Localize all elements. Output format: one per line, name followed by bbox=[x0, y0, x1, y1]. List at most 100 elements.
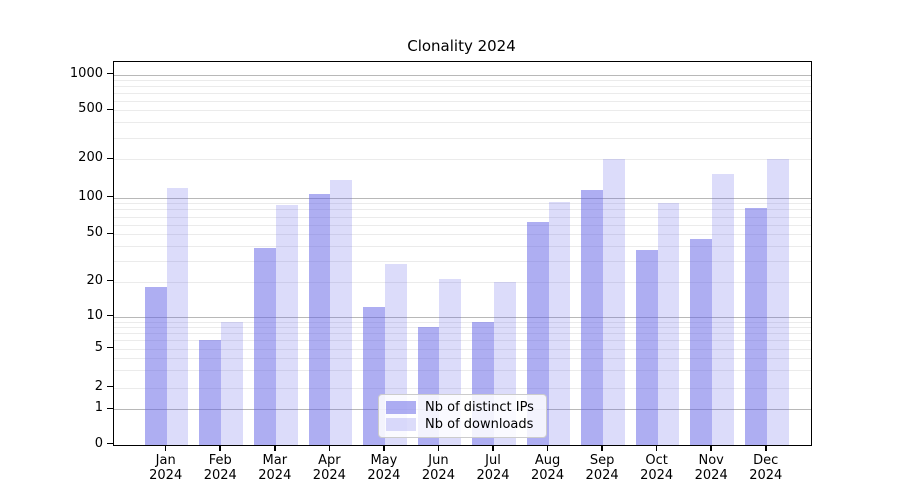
plot-area bbox=[113, 61, 812, 446]
minor-gridline bbox=[114, 137, 811, 139]
y-axis-tick bbox=[107, 232, 113, 235]
minor-gridline bbox=[114, 203, 811, 205]
x-axis-tick-label-year: 2024 bbox=[258, 468, 292, 483]
legend-item-downloads: Nb of downloads bbox=[386, 416, 538, 433]
bar-downloads bbox=[766, 159, 789, 445]
x-axis-tick bbox=[274, 445, 276, 451]
minor-gridline bbox=[114, 321, 811, 323]
major-gridline bbox=[114, 197, 811, 199]
bar-downloads bbox=[657, 202, 680, 445]
major-gridline bbox=[114, 74, 811, 76]
bar-downloads bbox=[221, 321, 244, 445]
bar-distinct-ips bbox=[581, 190, 604, 445]
bar-distinct-ips bbox=[144, 287, 167, 445]
x-axis-tick-label: Jun 2024 bbox=[408, 453, 468, 483]
bar-downloads bbox=[330, 179, 353, 445]
y-axis-tick-label: 200 bbox=[78, 150, 103, 166]
minor-gridline bbox=[114, 86, 811, 88]
bar-downloads bbox=[548, 201, 571, 445]
x-axis-tick-label-year: 2024 bbox=[312, 468, 346, 483]
minor-gridline bbox=[114, 110, 811, 112]
minor-gridline bbox=[114, 216, 811, 218]
y-axis-tick bbox=[107, 407, 113, 410]
x-axis-tick-label: Aug 2024 bbox=[518, 453, 578, 483]
bar-distinct-ips bbox=[254, 248, 276, 445]
bar-downloads bbox=[275, 205, 298, 445]
x-axis-tick-label: Dec 2024 bbox=[736, 453, 796, 483]
bar-downloads bbox=[166, 187, 189, 445]
x-axis-tick bbox=[437, 445, 440, 451]
y-axis-tick-label: 50 bbox=[86, 225, 103, 241]
y-axis-tick-label: 500 bbox=[78, 101, 103, 117]
y-axis-tick bbox=[107, 195, 113, 198]
y-axis-tick bbox=[107, 385, 113, 388]
y-axis-tick-label: 2 bbox=[94, 378, 103, 394]
bar-distinct-ips bbox=[199, 340, 222, 445]
y-axis-tick bbox=[107, 346, 113, 349]
legend-label-downloads: Nb of downloads bbox=[425, 417, 534, 432]
bar-distinct-ips bbox=[690, 238, 713, 445]
minor-gridline bbox=[114, 234, 811, 236]
x-axis-tick bbox=[546, 445, 549, 451]
minor-gridline bbox=[114, 159, 811, 161]
minor-gridline bbox=[114, 93, 811, 95]
y-axis-tick-label: 20 bbox=[86, 272, 103, 288]
major-gridline bbox=[114, 316, 811, 318]
y-axis-tick-label: 0 bbox=[94, 435, 103, 451]
y-axis-tick-label: 1 bbox=[94, 400, 103, 416]
y-axis-tick-label: 10 bbox=[86, 307, 103, 323]
bar-downloads bbox=[603, 159, 625, 445]
bar-distinct-ips bbox=[308, 193, 331, 445]
x-axis-tick-label: Sep 2024 bbox=[572, 453, 632, 483]
minor-gridline bbox=[114, 340, 811, 342]
x-axis-tick bbox=[164, 445, 167, 451]
x-axis-tick-label-year: 2024 bbox=[694, 468, 728, 483]
x-axis-tick-label-year: 2024 bbox=[476, 468, 510, 483]
y-axis-tick bbox=[107, 314, 113, 317]
y-axis-tick bbox=[107, 442, 113, 445]
x-axis-tick bbox=[492, 445, 494, 451]
minor-gridline bbox=[114, 358, 811, 360]
x-axis-tick-label-year: 2024 bbox=[749, 468, 783, 483]
minor-gridline bbox=[114, 281, 811, 283]
x-axis-tick-label: Apr 2024 bbox=[299, 453, 359, 483]
x-axis-tick-label: Nov 2024 bbox=[681, 453, 741, 483]
x-axis-tick-label: Oct 2024 bbox=[627, 453, 687, 483]
y-axis-tick bbox=[107, 279, 113, 282]
legend-swatch-distinct-ips bbox=[386, 401, 416, 414]
minor-gridline bbox=[114, 387, 811, 389]
legend-swatch-downloads bbox=[386, 418, 416, 431]
legend-item-distinct-ips: Nb of distinct IPs bbox=[386, 399, 538, 416]
x-axis-tick-label-year: 2024 bbox=[585, 468, 619, 483]
x-axis-tick-label-year: 2024 bbox=[531, 468, 565, 483]
x-axis-tick-label-year: 2024 bbox=[203, 468, 237, 483]
bar-downloads bbox=[712, 174, 734, 445]
x-axis-tick-label: Mar 2024 bbox=[245, 453, 305, 483]
x-axis-tick-label: May 2024 bbox=[354, 453, 414, 483]
bar-distinct-ips bbox=[526, 222, 549, 445]
minor-gridline bbox=[114, 100, 811, 102]
minor-gridline bbox=[114, 122, 811, 124]
x-axis-tick bbox=[655, 445, 658, 451]
x-axis-tick bbox=[764, 445, 767, 451]
minor-gridline bbox=[114, 260, 811, 262]
y-axis-tick bbox=[107, 72, 113, 75]
x-axis-tick-label-year: 2024 bbox=[367, 468, 401, 483]
x-axis-tick bbox=[328, 445, 331, 451]
chart-title: Clonality 2024 bbox=[407, 37, 516, 55]
minor-gridline bbox=[114, 80, 811, 82]
y-axis-tick bbox=[107, 108, 113, 111]
minor-gridline bbox=[114, 224, 811, 226]
minor-gridline bbox=[114, 327, 811, 328]
x-axis-tick bbox=[219, 445, 222, 451]
minor-gridline bbox=[114, 333, 811, 335]
y-axis-tick-label: 1000 bbox=[69, 65, 103, 81]
x-axis-tick bbox=[383, 445, 385, 451]
x-axis-tick-label-year: 2024 bbox=[421, 468, 455, 483]
x-axis-tick-label: Jul 2024 bbox=[463, 453, 523, 483]
bar-distinct-ips bbox=[635, 249, 658, 445]
y-axis-tick-label: 100 bbox=[78, 188, 103, 204]
y-axis-tick bbox=[107, 157, 113, 160]
legend: Nb of distinct IPs Nb of downloads bbox=[378, 394, 547, 438]
